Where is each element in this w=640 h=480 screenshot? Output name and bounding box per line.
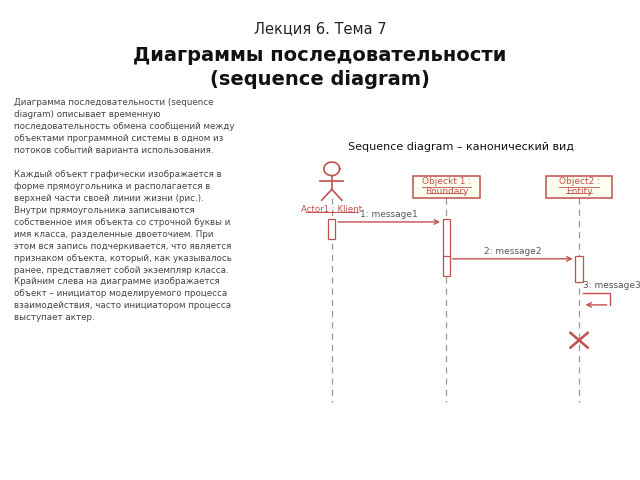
Bar	[328, 219, 335, 239]
Text: Object2 :
Entity: Object2 : Entity	[559, 177, 600, 196]
Text: 1: message1: 1: message1	[360, 210, 418, 219]
Text: Диаграммы последовательности
(sequence diagram): Диаграммы последовательности (sequence d…	[133, 46, 507, 89]
Bar	[443, 256, 450, 276]
Text: Лекция 6. Тема 7: Лекция 6. Тема 7	[253, 22, 387, 36]
Text: 3: message3: 3: message3	[584, 281, 640, 290]
Bar	[443, 219, 450, 259]
Text: Objeckt 1 :
Boundary: Objeckt 1 : Boundary	[422, 177, 471, 196]
Bar	[546, 176, 612, 198]
Text: Sequence diagram – канонический вид: Sequence diagram – канонический вид	[348, 142, 574, 152]
Text: Actor1 : Klient: Actor1 : Klient	[301, 205, 362, 214]
Text: 2: message2: 2: message2	[484, 247, 541, 256]
Bar	[575, 256, 582, 282]
Bar	[413, 176, 479, 198]
Text: Диаграмма последовательности (sequence
diagram) описывает временную
последовател: Диаграмма последовательности (sequence d…	[14, 98, 235, 322]
